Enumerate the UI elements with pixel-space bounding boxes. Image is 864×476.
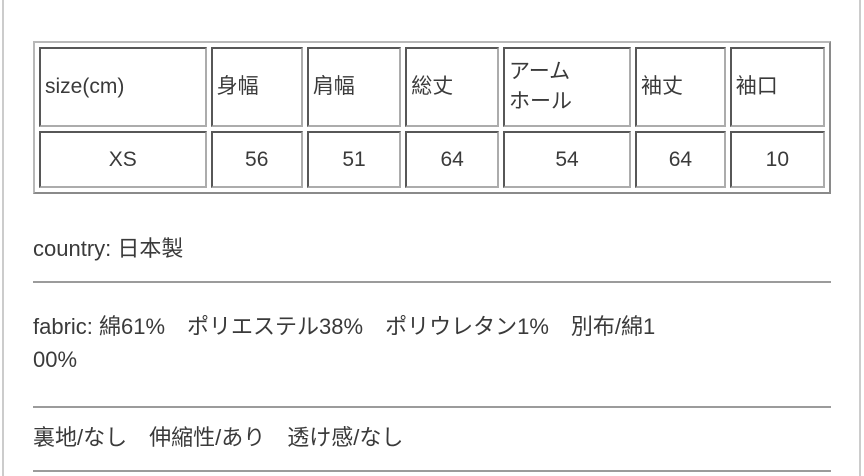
lining-stretch-sheerness-row: 裏地/なし 伸縮性/あり 透け感/なし	[33, 408, 831, 472]
size-table-header-size-cm: size(cm)	[39, 47, 207, 127]
size-table-cell-armhole: 54	[503, 131, 632, 188]
size-table: size(cm) 身幅 肩幅 総丈 アーム ホール 袖丈 袖口 XS 56 51…	[33, 41, 831, 194]
fabric-info-row: fabric: 綿61% ポリエステル38% ポリウレタン1% 別布/綿1 00…	[33, 283, 831, 408]
size-table-cell-total-length: 64	[405, 131, 500, 188]
size-table-header-body-width: 身幅	[210, 47, 303, 127]
country-info-row: country: 日本製	[33, 194, 831, 283]
size-table-header-total-length: 総丈	[405, 47, 500, 127]
size-table-cell-shoulder-width: 51	[306, 131, 402, 188]
size-table-cell-size-label: XS	[39, 131, 207, 188]
size-table-header-row: size(cm) 身幅 肩幅 総丈 アーム ホール 袖丈 袖口	[39, 47, 825, 127]
size-table-header-cuff: 袖口	[729, 47, 825, 127]
size-table-header-shoulder-width: 肩幅	[306, 47, 402, 127]
size-table-header-sleeve-length: 袖丈	[635, 47, 726, 127]
size-table-cell-body-width: 56	[210, 131, 303, 188]
size-table-row-xs: XS 56 51 64 54 64 10	[39, 131, 825, 188]
size-table-cell-cuff: 10	[729, 131, 825, 188]
size-table-cell-sleeve-length: 64	[635, 131, 726, 188]
size-table-header-armhole: アーム ホール	[503, 47, 632, 127]
